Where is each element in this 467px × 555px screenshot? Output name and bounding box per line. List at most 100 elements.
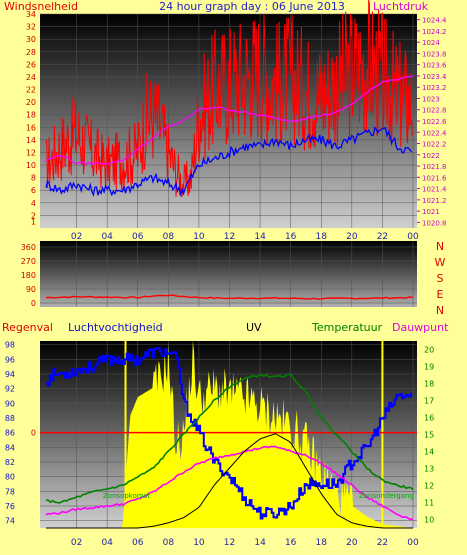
humidity-axis-tick: 98 [5, 341, 15, 350]
compass-label: N [436, 304, 444, 317]
x-tick-label: 10 [193, 232, 205, 242]
wind-axis-tick: 18 [26, 111, 36, 120]
compass-label: W [435, 256, 446, 269]
wind-direction-series-line [45, 294, 414, 300]
x-tick-label: 08 [163, 538, 175, 548]
pressure-axis-tick: 1024.2 [422, 28, 447, 36]
temperature-axis-tick: 17 [424, 397, 434, 406]
pressure-axis-tick: 1022.2 [422, 141, 447, 149]
x-tick-label: 04 [101, 232, 113, 242]
humidity-axis-tick: 82 [5, 458, 15, 467]
humidity-axis-tick: 80 [5, 473, 15, 482]
x-tick-label: 12 [224, 538, 235, 548]
x-tick-label: 20 [346, 538, 358, 548]
x-tick-label: 06 [132, 232, 144, 242]
wind-axis-tick: 12 [26, 148, 36, 157]
pressure-axis-tick: 1022.8 [422, 107, 447, 115]
humidity-axis-tick: 94 [5, 370, 15, 379]
wind-speed-label: Windsnelheid [4, 0, 78, 13]
chart-title: 24 hour graph day : 06 June 2013 [159, 0, 345, 13]
temperature-axis-tick: 18 [424, 380, 434, 389]
compass-label: S [437, 272, 444, 285]
wind-axis-tick: 20 [26, 98, 36, 107]
wind-axis-tick: 34 [26, 10, 36, 19]
pressure-label: Luchtdruk [373, 0, 429, 13]
pressure-axis-tick: 1021.8 [422, 163, 447, 171]
wind-axis-tick: 30 [26, 35, 36, 44]
humidity-axis-tick: 88 [5, 414, 15, 423]
pressure-axis-tick: 1021 [422, 208, 440, 216]
humidity-axis-tick: 96 [5, 355, 15, 364]
wind-axis-tick: 28 [26, 48, 36, 57]
direction-axis-tick: 0 [31, 299, 36, 308]
wind-axis-tick: 24 [26, 73, 36, 82]
pressure-axis-tick: 1021.2 [422, 197, 447, 205]
wind-axis-tick: 16 [26, 123, 36, 132]
direction-axis-tick: 180 [21, 271, 36, 280]
x-tick-label: 18 [316, 538, 328, 548]
x-tick-label: 00 [407, 538, 419, 548]
x-tick-label: 14 [254, 232, 266, 242]
uv-label: UV [246, 321, 262, 334]
humidity-axis-tick: 90 [5, 399, 15, 408]
pressure-axis-tick: 1021.6 [422, 174, 447, 182]
wind-axis-tick: 10 [26, 161, 36, 170]
pressure-axis-tick: 1022 [422, 152, 440, 160]
wind-axis-tick: 6 [31, 186, 36, 195]
wind-axis-tick: 1 [31, 218, 36, 227]
wind-direction-plot-area [40, 241, 417, 307]
x-tick-label: 06 [132, 538, 144, 548]
rain-axis-tick: 0 [31, 429, 36, 438]
x-tick-label: 02 [71, 538, 82, 548]
x-tick-label: 16 [285, 538, 297, 548]
pressure-axis-tick: 1023.8 [422, 50, 447, 58]
temperature-label: Temperatuur [311, 321, 383, 334]
humidity-axis-tick: 78 [5, 487, 15, 496]
pressure-series-line [45, 74, 414, 166]
wind-axis-tick: 26 [26, 60, 36, 69]
temperature-axis-tick: 13 [424, 465, 434, 474]
pressure-axis-tick: 1020.8 [422, 219, 447, 227]
wind-avg-series-line [45, 126, 413, 197]
temperature-axis-tick: 15 [424, 431, 434, 440]
x-tick-label: 08 [163, 232, 175, 242]
sunset-annotation: Zonsondergang [359, 492, 414, 500]
humidity-axis-tick: 76 [5, 502, 15, 511]
pressure-axis-tick: 1023.6 [422, 62, 447, 70]
wind-axis-tick: 8 [31, 174, 36, 183]
pressure-axis-tick: 1023.2 [422, 84, 447, 92]
wind-axis-tick: 2 [31, 211, 36, 220]
temperature-series-line [45, 373, 414, 504]
humidity-axis-tick: 86 [5, 429, 15, 438]
x-tick-label: 18 [316, 232, 328, 242]
x-tick-label: 10 [193, 538, 205, 548]
compass-label: N [436, 240, 444, 253]
pressure-axis-tick: 1022.4 [422, 129, 447, 137]
x-tick-label: 14 [254, 538, 266, 548]
humidity-axis-tick: 74 [5, 517, 15, 526]
temperature-axis-tick: 19 [424, 363, 434, 372]
dewpoint-series-line [45, 445, 414, 521]
direction-axis-tick: 360 [21, 243, 36, 252]
x-tick-label: 22 [377, 538, 388, 548]
temperature-axis-tick: 11 [424, 499, 434, 508]
x-tick-label: 00 [407, 232, 419, 242]
humidity-label: Luchtvochtigheid [68, 321, 163, 334]
wind-axis-tick: 14 [26, 136, 36, 145]
temperature-axis-tick: 20 [424, 346, 434, 355]
solar-radiation-area [46, 340, 413, 528]
humidity-series-line [46, 347, 413, 520]
pressure-axis-tick: 1024 [422, 39, 440, 47]
dewpoint-label: Dauwpunt [392, 321, 449, 334]
pressure-axis-tick: 1023.4 [422, 73, 447, 81]
wind-gust-series-line [45, 0, 413, 198]
compass-label: E [437, 288, 444, 301]
humidity-axis-tick: 84 [5, 443, 15, 452]
pressure-axis-tick: 1022.6 [422, 118, 447, 126]
x-tick-label: 22 [377, 232, 388, 242]
direction-axis-tick: 90 [26, 285, 36, 294]
temperature-axis-tick: 14 [424, 448, 434, 457]
x-tick-label: 16 [285, 232, 297, 242]
x-tick-label: 04 [101, 538, 113, 548]
